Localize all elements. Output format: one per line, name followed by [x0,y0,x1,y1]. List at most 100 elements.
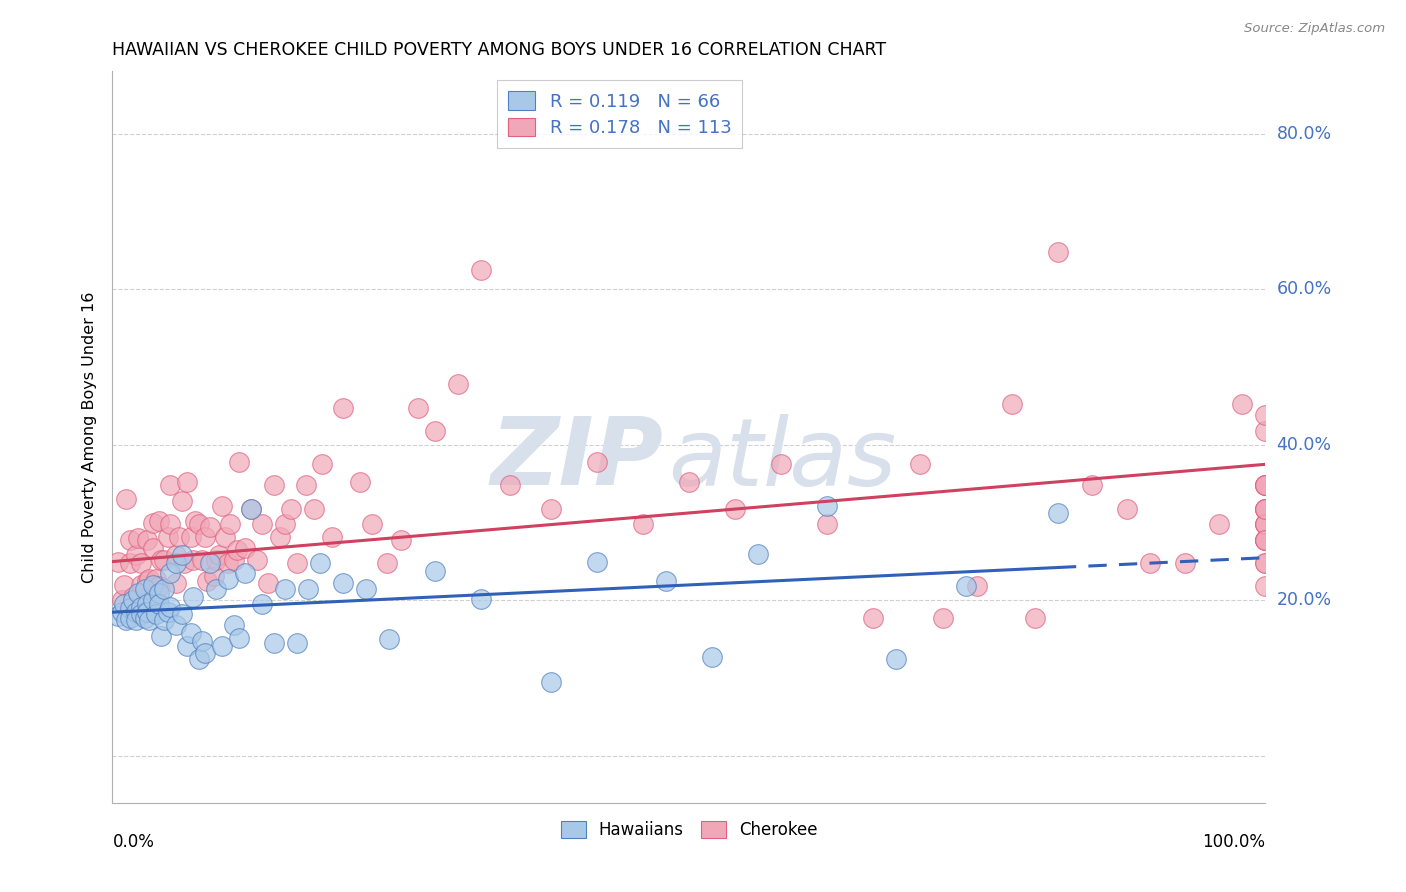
Point [136,533,159,547]
Text: 80.0%: 80.0% [1277,125,1331,143]
Point [655,574,678,588]
Point [222,553,245,567]
Point [222,618,245,632]
Point [1139,556,1161,570]
Point [136,605,159,619]
Point [149,553,172,567]
Point [191,634,214,648]
Point [159,517,181,532]
Point [219,517,242,532]
Point [239,501,262,516]
Point [1254,533,1277,547]
Point [111,593,134,607]
Point [285,636,308,650]
Point [747,547,769,561]
Point [1254,424,1277,438]
Point [1254,517,1277,532]
Point [136,598,159,612]
Point [263,478,285,492]
Point [309,556,332,570]
Point [127,531,149,545]
Point [200,556,222,570]
Point [1001,397,1024,411]
Point [173,556,195,570]
Point [156,530,179,544]
Text: 20.0%: 20.0% [1277,591,1331,609]
Point [118,610,141,624]
Point [226,542,249,557]
Point [180,530,202,544]
Legend: Hawaiians, Cherokee: Hawaiians, Cherokee [554,814,824,846]
Point [170,607,193,622]
Point [112,578,135,592]
Point [112,598,135,612]
Point [862,610,884,624]
Point [908,458,931,472]
Point [285,556,308,570]
Point [169,530,191,544]
Text: 40.0%: 40.0% [1277,436,1331,454]
Point [1116,501,1139,516]
Point [447,377,470,392]
Point [332,576,354,591]
Point [217,572,239,586]
Point [181,553,204,567]
Point [1254,501,1277,516]
Point [142,578,165,592]
Point [252,517,274,532]
Point [159,599,181,614]
Point [375,556,398,570]
Point [470,591,492,606]
Point [1254,533,1277,547]
Point [170,549,193,563]
Point [815,499,838,513]
Point [332,401,354,415]
Text: HAWAIIAN VS CHEROKEE CHILD POVERTY AMONG BOYS UNDER 16 CORRELATION CHART: HAWAIIAN VS CHEROKEE CHILD POVERTY AMONG… [112,41,887,59]
Point [134,582,156,596]
Y-axis label: Child Poverty Among Boys Under 16: Child Poverty Among Boys Under 16 [82,292,97,582]
Point [129,556,153,570]
Point [280,501,302,516]
Point [124,605,146,619]
Point [122,593,145,607]
Point [148,585,170,599]
Point [233,541,256,555]
Point [1254,478,1277,492]
Point [107,555,129,569]
Text: 60.0%: 60.0% [1277,280,1331,298]
Point [966,579,988,593]
Point [129,599,153,614]
Point [194,647,217,661]
Point [239,501,262,516]
Point [425,424,447,438]
Point [142,593,165,607]
Point [311,458,333,472]
Point [585,455,607,469]
Point [1254,556,1277,570]
Point [1254,533,1277,547]
Point [115,492,138,507]
Point [1254,517,1277,532]
Point [200,519,222,533]
Point [153,613,176,627]
Point [165,556,187,570]
Point [118,601,141,615]
Point [1254,501,1277,516]
Point [124,613,146,627]
Point [1046,244,1069,259]
Point [228,455,250,469]
Point [1254,478,1277,492]
Point [194,530,217,544]
Point [134,610,156,624]
Point [955,579,977,593]
Point [188,517,211,532]
Point [149,628,172,642]
Point [1081,478,1104,492]
Point [354,582,377,596]
Point [1254,501,1277,516]
Point [148,514,170,528]
Point [202,568,225,582]
Point [214,530,236,544]
Point [678,475,700,490]
Point [297,582,319,596]
